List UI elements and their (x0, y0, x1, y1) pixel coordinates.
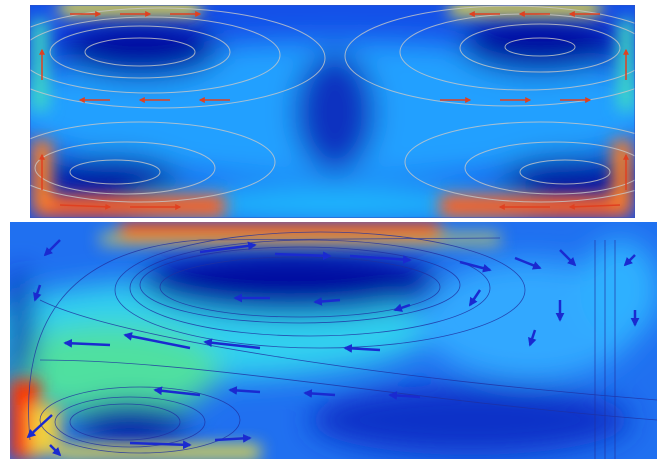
top-panel (0, 0, 665, 223)
page: (() => { const data = JSON.parse(documen… (0, 0, 665, 459)
flow-shape (70, 402, 190, 442)
flow-shape (6, 270, 34, 390)
flow-figure (0, 0, 665, 459)
flow-shape (295, 52, 375, 172)
flow-shape (310, 385, 630, 455)
flow-shape (5, 17, 665, 223)
flow-shape (580, 240, 660, 340)
flow-shape (460, 17, 620, 73)
flow-shape (60, 22, 220, 78)
flow-shape (32, 20, 48, 110)
bottom-panel (0, 222, 660, 459)
